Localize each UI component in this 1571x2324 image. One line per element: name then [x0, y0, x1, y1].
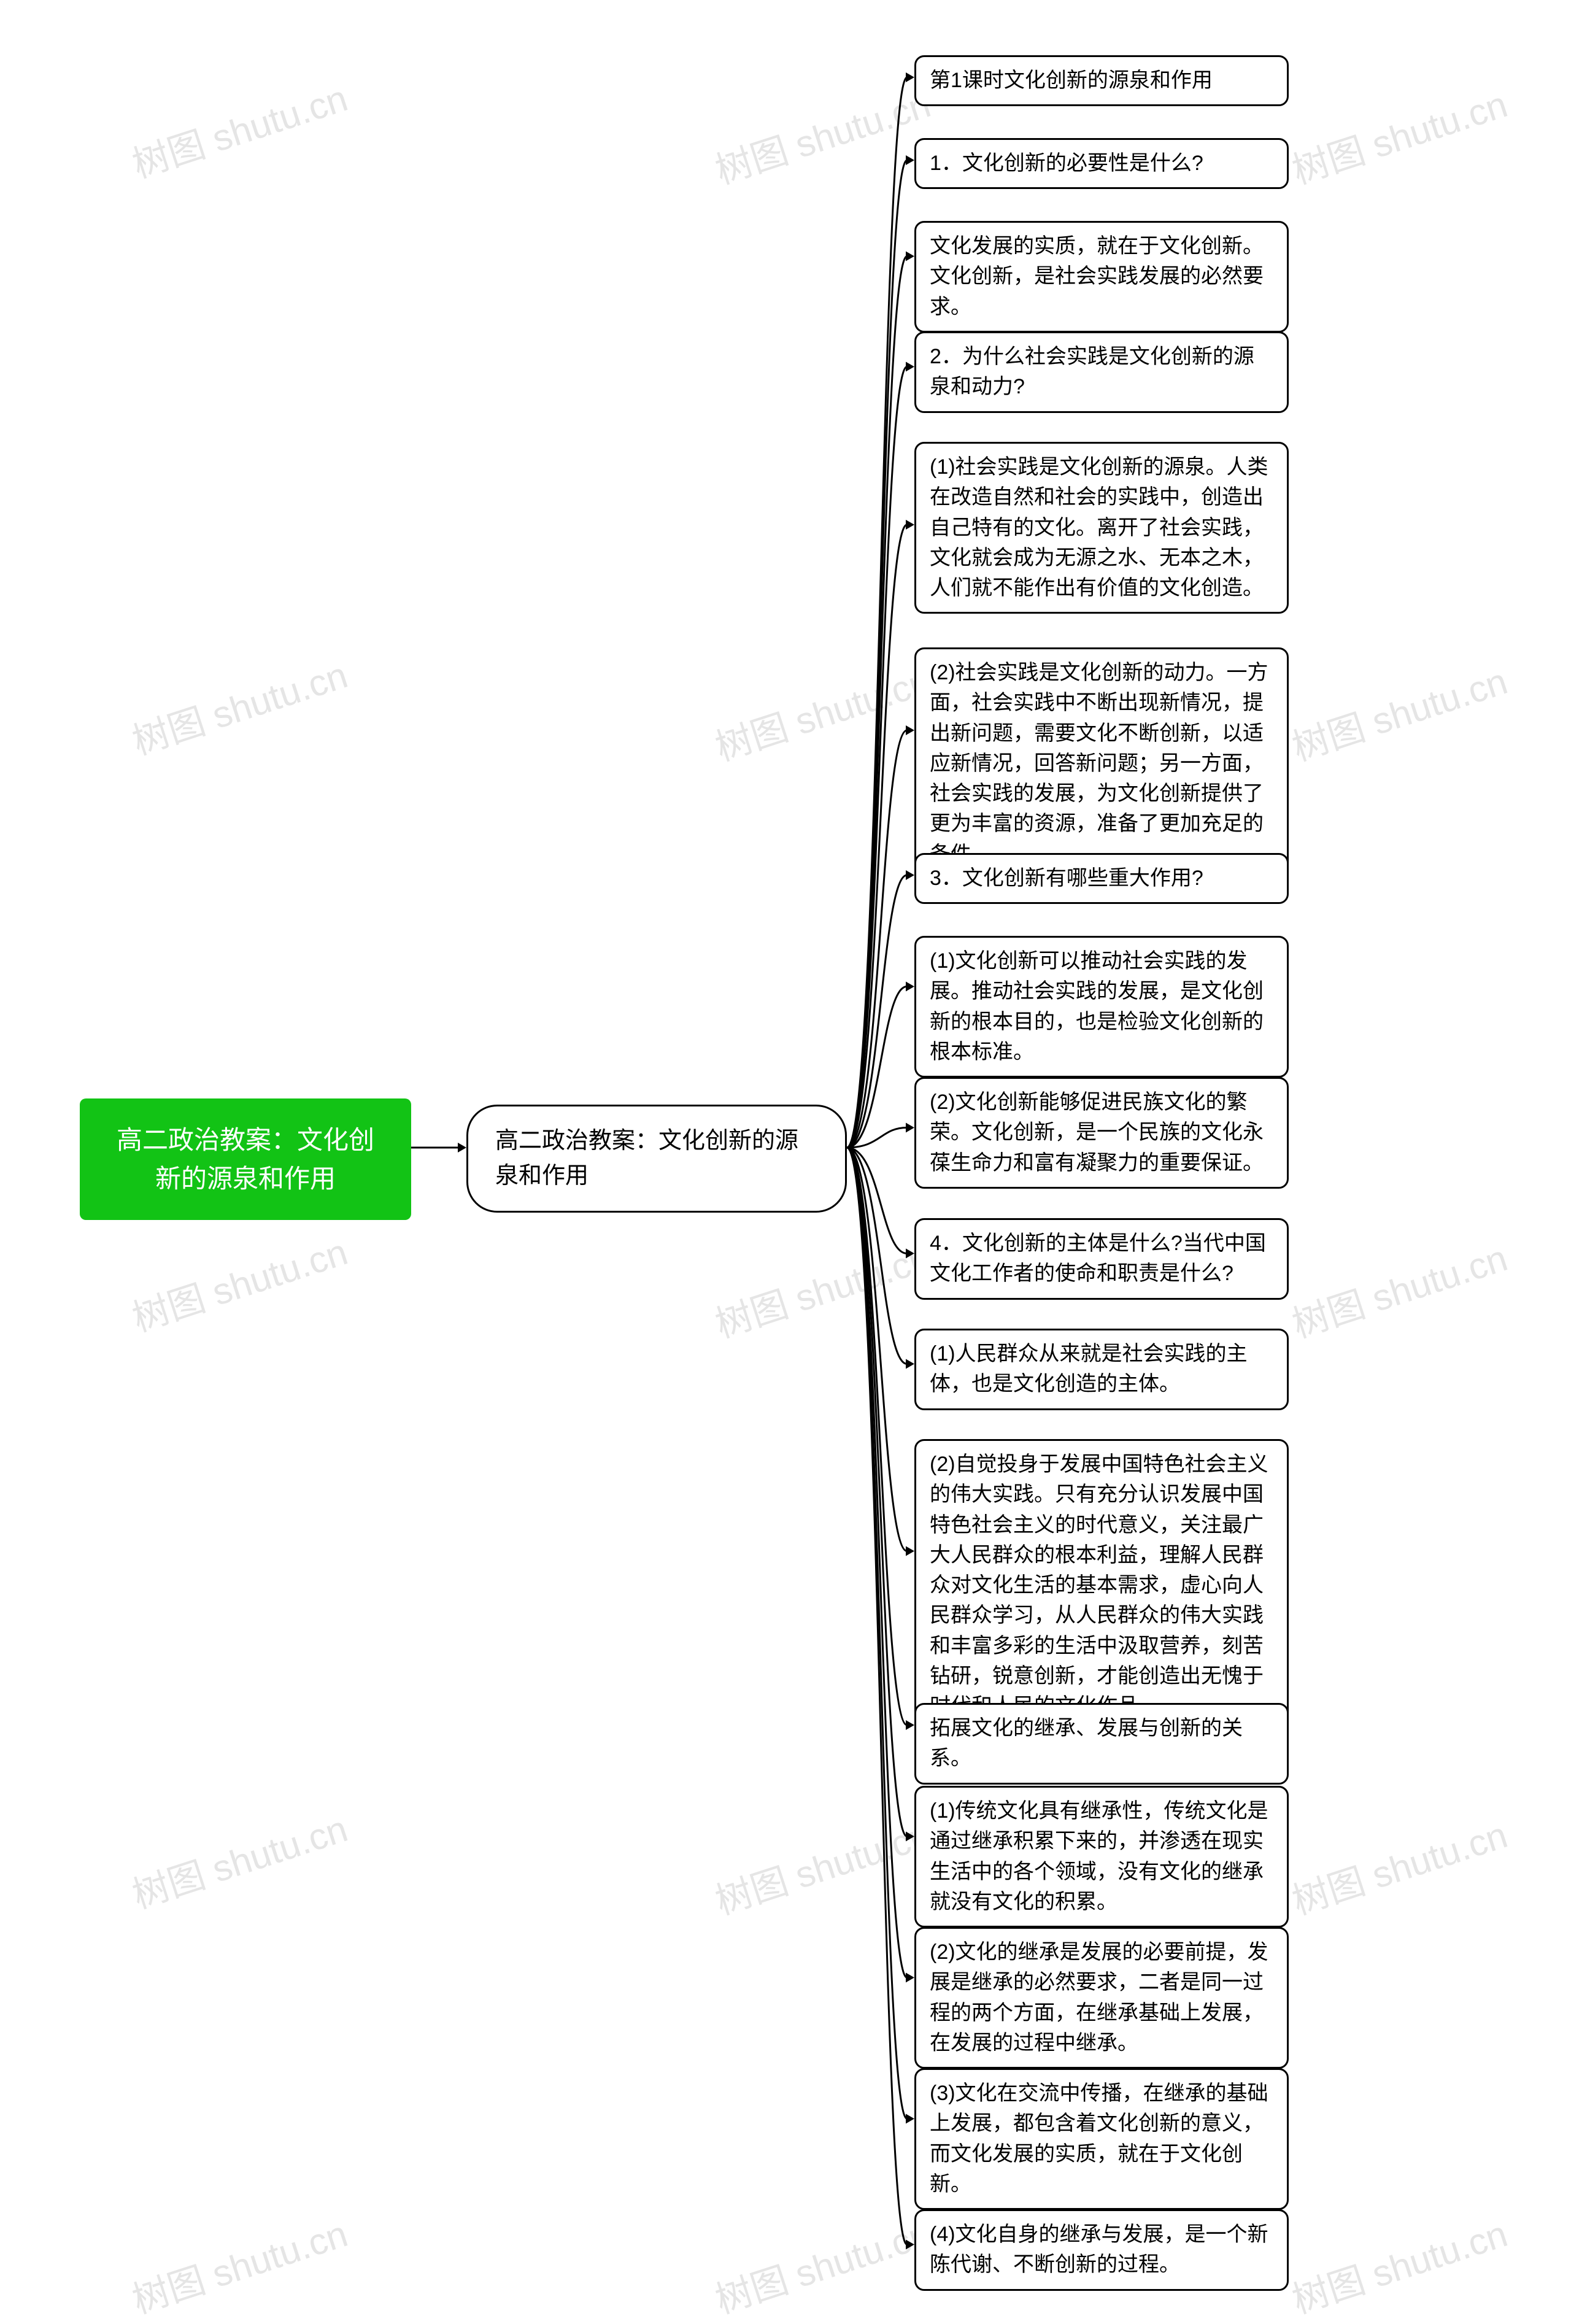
leaf-label: (4)文化自身的继承与发展，是一个新陈代谢、不断创新的过程。 — [930, 2223, 1268, 2276]
mindmap-canvas: 高二政治教案：文化创新的源泉和作用 高二政治教案：文化创新的源泉和作用 第1课时… — [0, 0, 1571, 2320]
leaf-label: 2．为什么社会实践是文化创新的源泉和动力? — [930, 345, 1254, 398]
leaf-label: (1)社会实践是文化创新的源泉。人类在改造自然和社会的实践中，创造出自己特有的文… — [930, 455, 1268, 600]
watermark-text: 树图 shutu.cn — [1284, 652, 1513, 771]
leaf-label: 4．文化创新的主体是什么?当代中国文化工作者的使命和职责是什么? — [930, 1232, 1266, 1285]
leaf-node[interactable]: 3．文化创新有哪些重大作用? — [914, 853, 1289, 904]
leaf-node[interactable]: (1)传统文化具有继承性，传统文化是通过继承积累下来的，并渗透在现实生活中的各个… — [914, 1786, 1289, 1928]
leaf-label: (2)文化创新能够促进民族文化的繁荣。文化创新，是一个民族的文化永葆生命力和富有… — [930, 1091, 1264, 1175]
leaf-label: (1)文化创新可以推动社会实践的发展。推动社会实践的发展，是文化创新的根本目的，… — [930, 949, 1264, 1064]
watermark-text: 树图 shutu.cn — [708, 75, 936, 195]
watermark-text: 树图 shutu.cn — [1284, 2204, 1513, 2324]
leaf-label: (2)自觉投身于发展中国特色社会主义的伟大实践。只有充分认识发展中国特色社会主义… — [930, 1453, 1268, 1718]
watermark-text: 树图 shutu.cn — [708, 652, 936, 771]
watermark-text: 树图 shutu.cn — [125, 2204, 353, 2324]
watermark-text: 树图 shutu.cn — [1284, 1229, 1513, 1348]
leaf-label: (1)传统文化具有继承性，传统文化是通过继承积累下来的，并渗透在现实生活中的各个… — [930, 1799, 1268, 1913]
leaf-label: 3．文化创新有哪些重大作用? — [930, 867, 1203, 890]
watermark-text: 树图 shutu.cn — [125, 1799, 353, 1919]
level1-label: 高二政治教案：文化创新的源泉和作用 — [495, 1128, 798, 1189]
leaf-node[interactable]: 4．文化创新的主体是什么?当代中国文化工作者的使命和职责是什么? — [914, 1218, 1289, 1300]
leaf-node[interactable]: 1．文化创新的必要性是什么? — [914, 138, 1289, 189]
watermark-text: 树图 shutu.cn — [125, 69, 353, 188]
leaf-label: 文化发展的实质，就在于文化创新。文化创新，是社会实践发展的必然要求。 — [930, 234, 1264, 318]
leaf-label: (3)文化在交流中传播，在继承的基础上发展，都包含着文化创新的意义，而文化发展的… — [930, 2082, 1268, 2196]
leaf-node[interactable]: 2．为什么社会实践是文化创新的源泉和动力? — [914, 331, 1289, 413]
leaf-label: 1．文化创新的必要性是什么? — [930, 152, 1203, 175]
leaf-label: 拓展文化的继承、发展与创新的关系。 — [930, 1716, 1243, 1770]
leaf-label: (2)文化的继承是发展的必要前提，发展是继承的必然要求，二者是同一过程的两个方面… — [930, 1940, 1268, 2055]
leaf-label: (2)社会实践是文化创新的动力。一方面，社会实践中不断出现新情况，提出新问题，需… — [930, 661, 1268, 866]
leaf-node[interactable]: (2)自觉投身于发展中国特色社会主义的伟大实践。只有充分认识发展中国特色社会主义… — [914, 1439, 1289, 1732]
root-label: 高二政治教案：文化创新的源泉和作用 — [117, 1125, 374, 1193]
leaf-node[interactable]: (4)文化自身的继承与发展，是一个新陈代谢、不断创新的过程。 — [914, 2209, 1289, 2291]
leaf-label: 第1课时文化创新的源泉和作用 — [930, 69, 1213, 92]
leaf-node[interactable]: (2)文化的继承是发展的必要前提，发展是继承的必然要求，二者是同一过程的两个方面… — [914, 1927, 1289, 2069]
leaf-node[interactable]: 文化发展的实质，就在于文化创新。文化创新，是社会实践发展的必然要求。 — [914, 221, 1289, 333]
leaf-node[interactable]: 第1课时文化创新的源泉和作用 — [914, 55, 1289, 106]
leaf-node[interactable]: (2)文化创新能够促进民族文化的繁荣。文化创新，是一个民族的文化永葆生命力和富有… — [914, 1077, 1289, 1189]
watermark-text: 树图 shutu.cn — [1284, 75, 1513, 195]
watermark-text: 树图 shutu.cn — [708, 2204, 936, 2324]
leaf-node[interactable]: (2)社会实践是文化创新的动力。一方面，社会实践中不断出现新情况，提出新问题，需… — [914, 647, 1289, 880]
level1-node[interactable]: 高二政治教案：文化创新的源泉和作用 — [466, 1105, 847, 1213]
watermark-text: 树图 shutu.cn — [125, 646, 353, 765]
watermark-text: 树图 shutu.cn — [125, 1222, 353, 1342]
leaf-node[interactable]: (1)社会实践是文化创新的源泉。人类在改造自然和社会的实践中，创造出自己特有的文… — [914, 442, 1289, 614]
leaf-node[interactable]: (1)文化创新可以推动社会实践的发展。推动社会实践的发展，是文化创新的根本目的，… — [914, 936, 1289, 1078]
watermark-text: 树图 shutu.cn — [1284, 1805, 1513, 1925]
leaf-node[interactable]: (3)文化在交流中传播，在继承的基础上发展，都包含着文化创新的意义，而文化发展的… — [914, 2068, 1289, 2210]
watermark-text: 树图 shutu.cn — [708, 1229, 936, 1348]
leaf-label: (1)人民群众从来就是社会实践的主体，也是文化创造的主体。 — [930, 1342, 1248, 1396]
watermark-text: 树图 shutu.cn — [708, 1805, 936, 1925]
leaf-node[interactable]: 拓展文化的继承、发展与创新的关系。 — [914, 1703, 1289, 1785]
leaf-node[interactable]: (1)人民群众从来就是社会实践的主体，也是文化创造的主体。 — [914, 1329, 1289, 1410]
root-node[interactable]: 高二政治教案：文化创新的源泉和作用 — [80, 1098, 411, 1220]
